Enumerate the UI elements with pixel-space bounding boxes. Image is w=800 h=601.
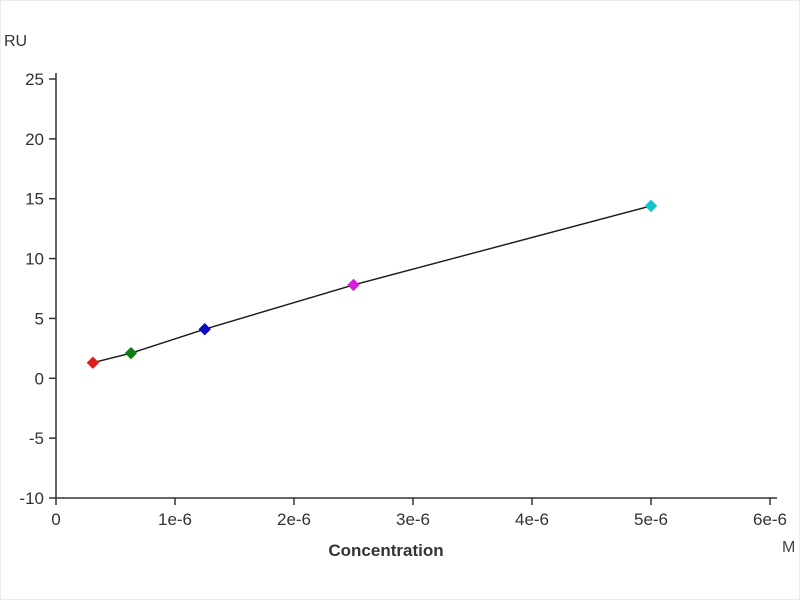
y-tick-label: 15 [25, 190, 44, 209]
point-cyan [644, 199, 658, 213]
y-tick-label: 0 [35, 369, 44, 388]
y-tick-label: 5 [35, 309, 44, 328]
x-tick-label: 2e-6 [277, 510, 311, 529]
x-tick-label: 1e-6 [158, 510, 192, 529]
x-tick-label: 6e-6 [753, 510, 787, 529]
x-tick-label: 0 [51, 510, 60, 529]
point-blue [198, 322, 211, 336]
y-tick-label: -5 [29, 429, 44, 448]
x-tick-label: 3e-6 [396, 510, 430, 529]
y-tick-label: 25 [25, 70, 44, 89]
x-tick-label: 5e-6 [634, 510, 668, 529]
y-tick-label: 10 [25, 250, 44, 269]
y-axis-title: RU [4, 33, 28, 50]
point-red [86, 356, 100, 369]
point-green [124, 346, 138, 360]
point-magenta [347, 278, 360, 292]
y-tick-label: -10 [19, 489, 44, 508]
x-axis-title: Concentration [328, 541, 444, 560]
y-tick-label: 20 [25, 130, 44, 149]
x-axis-unit: M [782, 539, 796, 556]
fit-line [92, 205, 652, 364]
x-tick-label: 4e-6 [515, 510, 549, 529]
